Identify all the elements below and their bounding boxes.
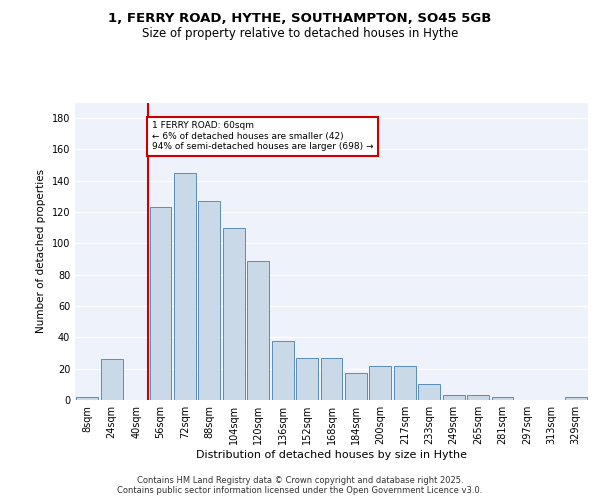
Bar — [467, 396, 489, 400]
Bar — [174, 173, 196, 400]
Text: Size of property relative to detached houses in Hythe: Size of property relative to detached ho… — [142, 28, 458, 40]
Bar — [149, 208, 172, 400]
Bar — [320, 358, 343, 400]
X-axis label: Distribution of detached houses by size in Hythe: Distribution of detached houses by size … — [196, 450, 467, 460]
Bar — [223, 228, 245, 400]
Text: 1, FERRY ROAD, HYTHE, SOUTHAMPTON, SO45 5GB: 1, FERRY ROAD, HYTHE, SOUTHAMPTON, SO45 … — [109, 12, 491, 26]
Bar — [199, 201, 220, 400]
Bar — [394, 366, 416, 400]
Bar — [491, 397, 514, 400]
Text: Contains HM Land Registry data © Crown copyright and database right 2025.
Contai: Contains HM Land Registry data © Crown c… — [118, 476, 482, 495]
Bar — [370, 366, 391, 400]
Y-axis label: Number of detached properties: Number of detached properties — [36, 169, 46, 334]
Text: 1 FERRY ROAD: 60sqm
← 6% of detached houses are smaller (42)
94% of semi-detache: 1 FERRY ROAD: 60sqm ← 6% of detached hou… — [152, 122, 373, 151]
Bar — [76, 397, 98, 400]
Bar — [443, 396, 464, 400]
Bar — [247, 260, 269, 400]
Bar — [565, 397, 587, 400]
Bar — [101, 360, 122, 400]
Bar — [296, 358, 318, 400]
Bar — [345, 374, 367, 400]
Bar — [418, 384, 440, 400]
Bar — [272, 340, 293, 400]
